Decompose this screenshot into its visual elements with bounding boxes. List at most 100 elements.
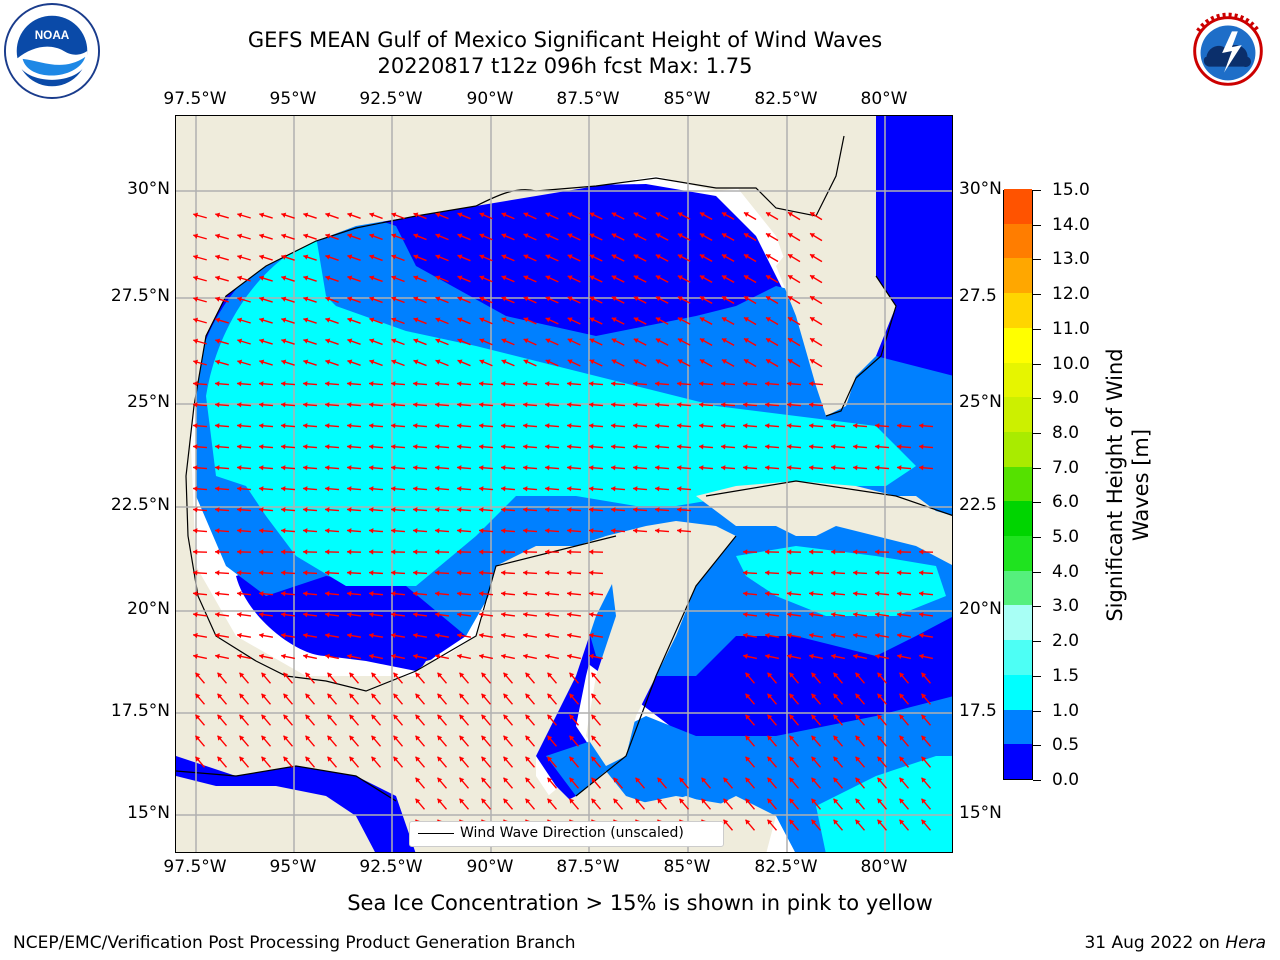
arrow-head-icon: [833, 693, 839, 699]
arrow-head-icon: [435, 423, 440, 429]
chart-subtitle: 20220817 t12z 096h fcst Max: 1.75: [377, 54, 753, 78]
arrow-head-icon: [303, 338, 309, 344]
arrow-head-icon: [765, 359, 771, 364]
arrow-head-icon: [457, 423, 462, 429]
arrow-head-icon: [523, 486, 528, 492]
colorbar-tick-label: 6.0: [1052, 492, 1080, 513]
map-canvas: [176, 116, 952, 852]
arrow-head-icon: [523, 233, 529, 239]
lon-label-top: 87.5°W: [556, 89, 620, 109]
arrow-head-icon: [215, 233, 221, 239]
arrow-head-icon: [459, 693, 465, 699]
arrow-head-icon: [193, 423, 198, 429]
arrow-head-icon: [303, 507, 308, 513]
arrow-head-icon: [523, 611, 528, 618]
arrow-head-icon: [921, 798, 927, 804]
arrow-head-icon: [325, 486, 330, 492]
arrow-head-icon: [479, 549, 484, 555]
arrow-head-icon: [655, 507, 660, 513]
arrow-head-icon: [897, 444, 902, 450]
arrow-head-icon: [325, 653, 330, 660]
arrow-head-icon: [215, 465, 220, 471]
arrow-head-icon: [237, 465, 242, 471]
lon-label-bottom: 92.5°W: [359, 857, 423, 877]
colorbar-segment: [1004, 535, 1032, 571]
arrow-head-icon: [897, 653, 902, 660]
arrow-head-icon: [633, 296, 639, 302]
arrow-head-icon: [589, 402, 594, 408]
arrow-head-icon: [193, 254, 199, 260]
lon-label-bottom: 82.5°W: [754, 857, 818, 877]
colorbar-tick: [1033, 745, 1041, 747]
arrow-head-icon: [787, 338, 793, 343]
arrow-head-icon: [743, 549, 748, 555]
arrow-head-icon: [457, 465, 462, 471]
arrow-head-icon: [765, 444, 770, 450]
arrow-head-icon: [303, 591, 308, 597]
colorbar-tick-label: 14.0: [1052, 214, 1090, 235]
arrow-head-icon: [237, 444, 242, 450]
arrow-head-icon: [369, 381, 374, 387]
arrow-head-icon: [435, 254, 441, 260]
arrow-head-icon: [921, 714, 927, 720]
arrow-head-icon: [349, 693, 355, 699]
arrow-head-icon: [503, 714, 509, 720]
arrow-head-icon: [281, 254, 287, 260]
arrow-head-icon: [567, 611, 572, 618]
arrow-head-icon: [371, 735, 377, 741]
map-legend: Wind Wave Direction (unscaled): [409, 821, 724, 847]
arrow-head-icon: [501, 507, 506, 513]
arrow-head-icon: [611, 212, 617, 218]
arrow-head-icon: [435, 317, 441, 323]
arrow-head-icon: [523, 528, 528, 534]
arrow-head-icon: [393, 693, 399, 699]
arrow-head-icon: [303, 528, 308, 534]
arrow-head-icon: [831, 423, 836, 429]
arrow-head-icon: [525, 672, 531, 678]
arrow-head-icon: [459, 735, 465, 741]
arrow-head-icon: [481, 693, 487, 699]
arrow-head-icon: [259, 338, 265, 344]
arrow-head-icon: [765, 212, 771, 217]
arrow-head-icon: [237, 317, 243, 323]
arrow-head-icon: [501, 632, 506, 639]
arrow-head-icon: [833, 735, 839, 741]
arrow-head-icon: [567, 402, 572, 408]
arrow-head-icon: [303, 632, 308, 639]
arrow-head-icon: [413, 528, 418, 534]
arrow-head-icon: [525, 693, 531, 699]
arrow-head-icon: [743, 338, 749, 343]
arrow-head-icon: [349, 756, 355, 762]
arrow-head-icon: [281, 549, 286, 555]
lon-label-bottom: 87.5°W: [556, 857, 620, 877]
arrow-head-icon: [303, 423, 308, 429]
arrow-head-icon: [545, 402, 550, 408]
footer-date: 31 Aug 2022 on Hera: [1084, 933, 1266, 953]
arrow-head-icon: [501, 444, 506, 450]
arrow-head-icon: [393, 735, 399, 741]
arrow-head-icon: [325, 528, 330, 534]
arrow-head-icon: [501, 611, 506, 618]
arrow-head-icon: [809, 653, 814, 660]
arrow-head-icon: [259, 507, 264, 513]
arrow-head-icon: [767, 714, 773, 720]
arrow-head-icon: [765, 381, 770, 387]
lat-label-right: 17.5: [959, 701, 997, 721]
arrow-head-icon: [413, 591, 418, 597]
arrow-head-icon: [283, 693, 289, 699]
arrow-head-icon: [437, 693, 443, 699]
arrow-head-icon: [413, 486, 418, 492]
arrow-head-icon: [677, 338, 683, 344]
arrow-head-icon: [591, 714, 597, 720]
arrow-head-icon: [261, 714, 267, 720]
arrow-head-icon: [655, 296, 661, 302]
arrow-head-icon: [899, 798, 905, 804]
arrow-head-icon: [435, 486, 440, 492]
arrow-head-icon: [589, 254, 595, 260]
arrow-head-icon: [721, 338, 727, 343]
arrow-head-icon: [767, 819, 773, 825]
arrow-head-icon: [655, 359, 661, 365]
arrow-head-icon: [413, 317, 419, 323]
arrow-head-icon: [677, 275, 683, 281]
colorbar-segment: [1004, 743, 1032, 779]
